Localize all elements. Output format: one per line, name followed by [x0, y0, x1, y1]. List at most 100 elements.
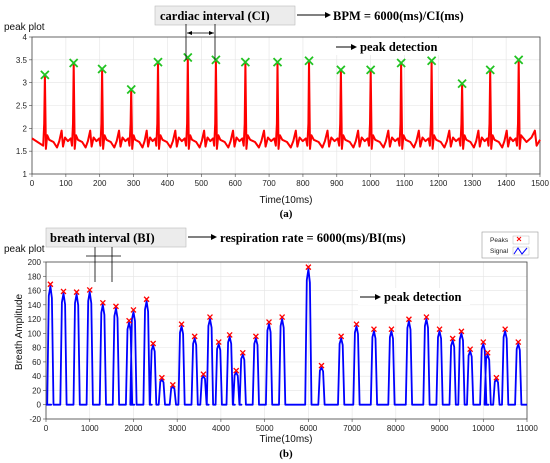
peak-marker: [436, 326, 443, 333]
peak-marker: [480, 339, 487, 346]
peak-detection-box-b: [358, 288, 470, 305]
x-tick-label: 1000: [362, 179, 380, 188]
peak-marker: [69, 58, 79, 68]
x-tick-label: 0: [30, 179, 35, 188]
peak-marker: [405, 316, 412, 323]
peak-marker: [449, 335, 456, 342]
peak-marker: [239, 349, 246, 356]
y-tick-label: 60: [32, 358, 41, 367]
y-tick-label: 3: [23, 79, 28, 88]
peak-marker: [169, 381, 176, 388]
peak-marker: [457, 78, 467, 89]
x-tick-label: 5000: [256, 424, 274, 433]
x-tick-label: 100: [59, 179, 73, 188]
y-tick-label: 0: [37, 401, 42, 410]
panel-b-title: peak plot: [4, 244, 45, 255]
y-tick-label: 1: [23, 170, 28, 179]
peak-marker: [113, 303, 119, 310]
peak-marker: [279, 314, 286, 321]
peak-marker: [178, 321, 185, 328]
x-tick-label: 1400: [497, 179, 515, 188]
x-tick-label: 3000: [168, 424, 186, 433]
peak-marker: [353, 321, 360, 328]
peak-marker: [191, 333, 198, 340]
x-tick-label: 11000: [516, 424, 538, 433]
respiration-formula: respiration rate = 6000(ms)/BI(ms): [220, 231, 406, 245]
panel-a-peak-markers: [40, 52, 524, 95]
ci-span-arrowhead-right: [209, 31, 214, 35]
y-tick-label: 80: [32, 344, 41, 353]
x-tick-label: 600: [229, 179, 243, 188]
peak-marker: [47, 281, 54, 288]
peak-marker: [305, 264, 312, 271]
x-tick-label: 1300: [463, 179, 481, 188]
panel-b-plot-frame: [45, 261, 528, 420]
peak-marker: [502, 326, 509, 333]
panel-b-ticks: 0 1000 2000 3000 4000 5000 6000 7000 8000 9000 100…: [28, 258, 539, 433]
panel-a-caption: (a): [280, 208, 293, 220]
panel-a-ticks: 0 100 200 300 400 500 600 700 800 900 1000 1100 1200…: [16, 33, 550, 188]
peak-detection-arrowhead-b: [375, 294, 381, 300]
peak-marker: [99, 299, 106, 306]
panel-a-ylabel: peak plot: [4, 22, 45, 33]
peak-marker: [200, 371, 207, 378]
y-tick-label: 1.5: [16, 147, 28, 156]
legend-swatch-signal: [512, 246, 530, 256]
peak-marker: [211, 55, 221, 65]
x-tick-label: 10000: [472, 424, 495, 433]
cardiac-interval-label: cardiac interval (CI): [160, 9, 270, 23]
peak-marker: [272, 57, 283, 67]
peak-marker: [126, 84, 136, 95]
peak-detection-label-b: peak detection: [384, 290, 461, 304]
y-tick-label: 40: [32, 372, 41, 381]
peak-marker: [153, 57, 163, 67]
legend-label-peaks: Peaks: [490, 237, 509, 244]
panel-a-xlabel: Time(10ms): [260, 195, 313, 206]
panel-b-caption: (b): [279, 448, 293, 460]
x-tick-label: 9000: [431, 424, 449, 433]
panel-b-peak-markers: [47, 264, 522, 388]
breath-interval-arrowhead: [211, 234, 217, 240]
x-tick-label: 400: [161, 179, 175, 188]
legend-peaks-marker: [516, 236, 522, 242]
peak-marker: [426, 56, 437, 66]
x-tick-label: 6000: [299, 424, 317, 433]
y-tick-label: 180: [28, 272, 42, 281]
legend-swatch-peaks: [512, 235, 530, 245]
peak-marker: [458, 328, 465, 335]
x-tick-label: 1000: [81, 424, 99, 433]
ci-span-arrowhead-left: [187, 31, 192, 35]
peak-marker: [207, 314, 213, 321]
peak-marker: [226, 331, 233, 338]
panel-a-signal-line: [31, 56, 541, 150]
y-tick-label: 100: [28, 329, 42, 338]
x-tick-label: 8000: [387, 424, 405, 433]
x-tick-label: 1100: [396, 179, 414, 188]
peak-detection-box-a: [331, 38, 451, 55]
peak-marker: [130, 306, 137, 313]
y-tick-label: -20: [29, 415, 41, 424]
x-tick-label: 800: [296, 179, 310, 188]
peak-marker: [370, 326, 377, 333]
peak-marker: [240, 57, 250, 67]
x-tick-label: 7000: [343, 424, 361, 433]
peak-marker: [233, 367, 240, 374]
breath-interval-label: breath interval (BI): [50, 231, 155, 245]
legend: Peaks Signal: [481, 231, 539, 259]
peak-marker: [304, 56, 314, 66]
x-tick-label: 4000: [212, 424, 230, 433]
x-tick-label: 900: [330, 179, 344, 188]
peak-marker: [467, 346, 474, 353]
peak-marker: [484, 349, 491, 356]
y-tick-label: 200: [28, 258, 42, 267]
peak-detection-arrowhead-a: [351, 44, 357, 50]
panel-b-signal-line: [46, 268, 527, 406]
peak-marker: [143, 296, 150, 303]
y-tick-label: 120: [28, 315, 42, 324]
legend-label-signal: Signal: [490, 248, 509, 255]
peak-marker: [515, 339, 522, 346]
y-tick-label: 20: [32, 386, 41, 395]
peak-marker: [485, 65, 495, 75]
bpm-formula: BPM = 6000(ms)/CI(ms): [333, 9, 464, 23]
